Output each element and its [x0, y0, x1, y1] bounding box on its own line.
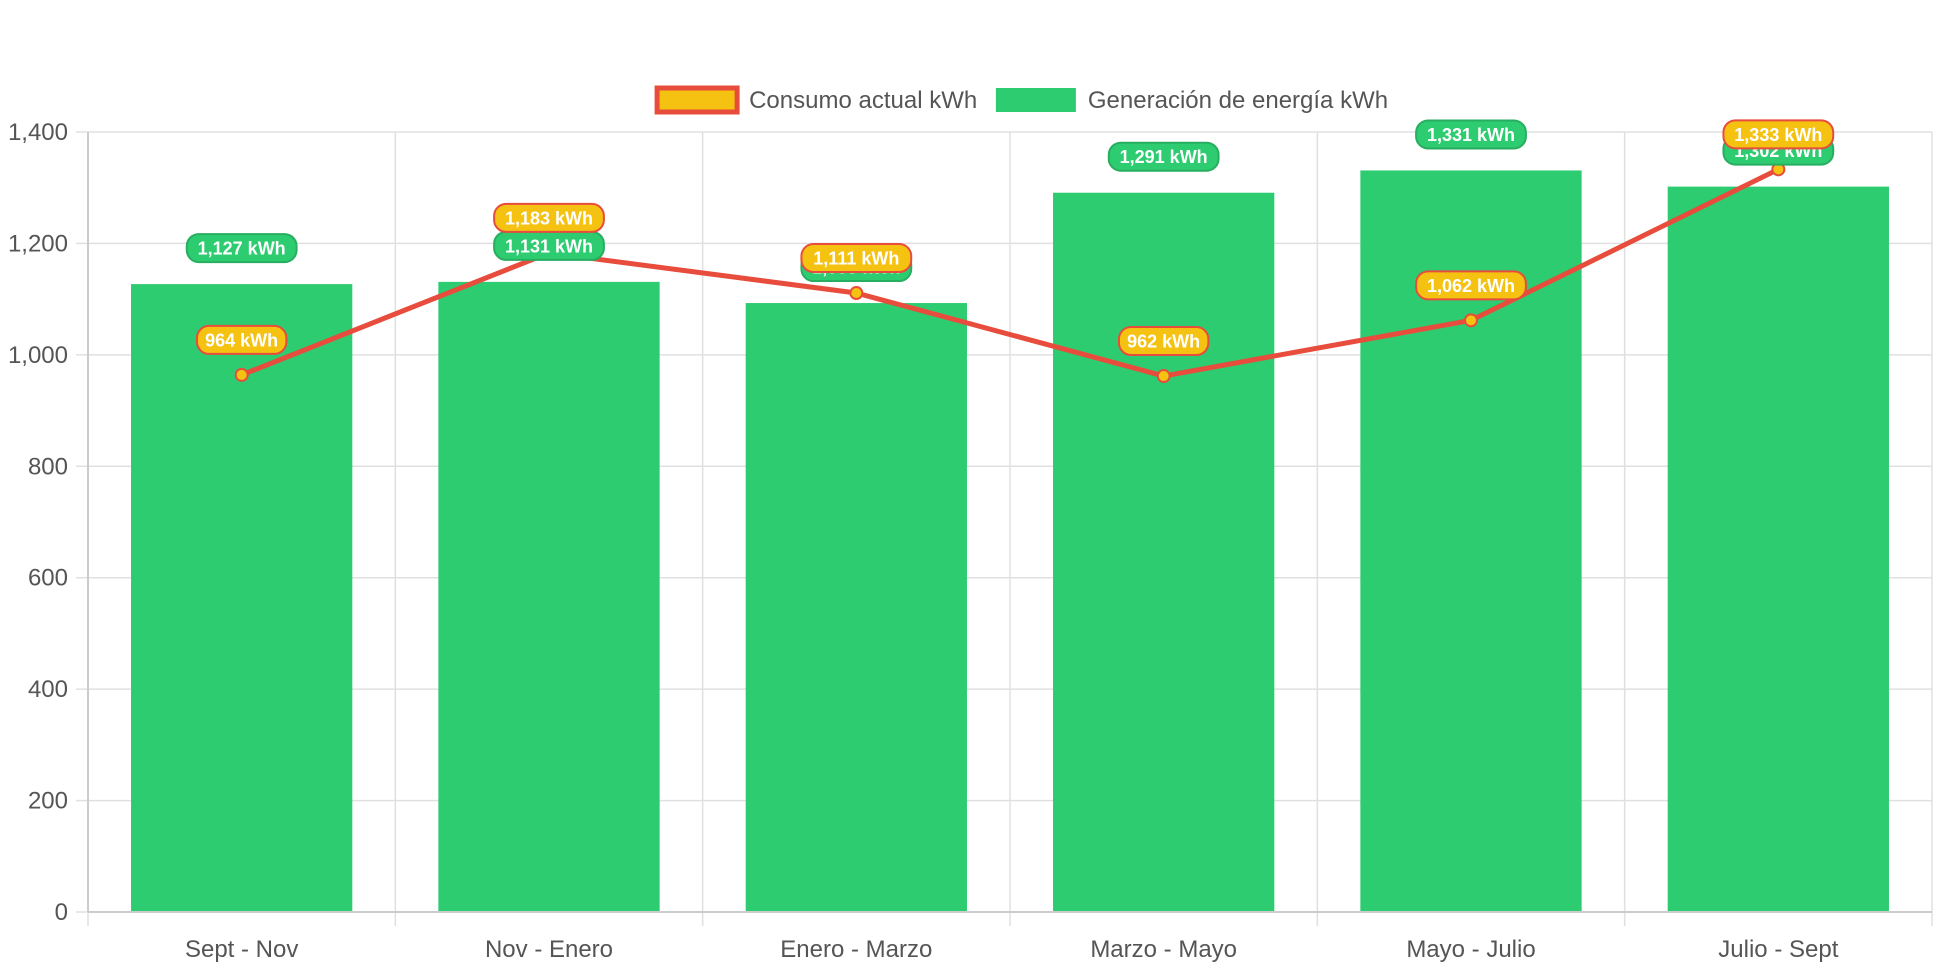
grid-lines	[87, 131, 1933, 926]
data-label-bg	[1107, 141, 1220, 172]
data-label-bg	[195, 324, 288, 355]
x-tick-label: Marzo - Mayo	[1090, 936, 1237, 963]
line-point	[1464, 313, 1478, 328]
legend-swatch	[995, 88, 1076, 112]
x-tick-label: Mayo - Julio	[1406, 936, 1535, 963]
y-tick-label: 600	[28, 565, 68, 592]
bar	[131, 284, 353, 913]
line-point	[849, 286, 864, 301]
data-label-text: 962 kWh	[1127, 332, 1200, 352]
data-label-text: 1,291 kWh	[1120, 147, 1208, 167]
data-label: 1,127 kWh	[185, 233, 298, 264]
legend-item-consumo[interactable]: Consumo actual kWh	[654, 85, 977, 115]
bar	[1667, 186, 1889, 913]
data-label-bg	[800, 243, 913, 274]
data-label: 1,331 kWh	[1415, 119, 1527, 150]
bar-series	[131, 170, 1889, 913]
y-tick-label: 200	[28, 788, 68, 815]
data-label: 1,131 kWh	[493, 230, 605, 261]
data-label-text: 1,062 kWh	[1427, 276, 1515, 296]
x-tick-label: Enero - Marzo	[780, 936, 932, 963]
y-tick-label: 400	[28, 676, 68, 703]
y-tick-label: 800	[28, 453, 68, 480]
bar	[745, 303, 967, 912]
data-label: 1,111 kWh	[800, 243, 913, 274]
line-point	[234, 367, 249, 382]
x-tick-label: Sept - Nov	[185, 936, 298, 963]
data-label-bg	[185, 233, 298, 264]
data-label-text: 1,131 kWh	[505, 236, 593, 256]
data-label: 964 kWh	[195, 324, 288, 355]
legend-label: Consumo actual kWh	[749, 87, 977, 114]
data-label-text: 1,333 kWh	[1734, 125, 1822, 145]
y-tick-label: 1,200	[8, 230, 68, 257]
data-label-text: 1,183 kWh	[505, 208, 593, 228]
legend: Consumo actual kWh Generación de energía …	[654, 85, 1388, 115]
data-label: 1,333 kWh	[1722, 119, 1835, 150]
axes: 0 200 400 600 800 1,000 1,200 1,400 Sept - Nov No…	[8, 119, 1932, 963]
legend-label: Generación de energía kWh	[1088, 87, 1388, 114]
data-label-bg	[1415, 119, 1527, 150]
y-tick-label: 1,400	[8, 119, 68, 146]
data-label: 1,183 kWh	[493, 202, 605, 233]
bar	[1053, 192, 1275, 912]
data-label-bg	[1415, 270, 1527, 301]
data-label-text: 1,331 kWh	[1427, 125, 1515, 145]
data-label: 1,291 kWh	[1107, 141, 1220, 172]
line-point	[1156, 369, 1171, 384]
y-tick-label: 1,000	[8, 342, 68, 369]
data-label-text: 1,111 kWh	[813, 249, 899, 269]
x-tick-label: Julio - Sept	[1718, 936, 1838, 963]
data-label: 962 kWh	[1117, 326, 1210, 357]
legend-item-generacion[interactable]: Generación de energía kWh	[995, 87, 1388, 114]
data-label-bg	[493, 202, 605, 233]
bar	[438, 281, 660, 912]
data-label-text: 964 kWh	[205, 330, 278, 350]
data-label-bg	[1117, 326, 1210, 357]
y-tick-label: 0	[55, 899, 68, 926]
data-label: 1,062 kWh	[1415, 270, 1527, 301]
data-label-text: 1,127 kWh	[198, 239, 286, 259]
legend-swatch	[654, 85, 740, 115]
data-label-bg	[1722, 119, 1835, 150]
x-tick-label: Nov - Enero	[485, 936, 613, 963]
